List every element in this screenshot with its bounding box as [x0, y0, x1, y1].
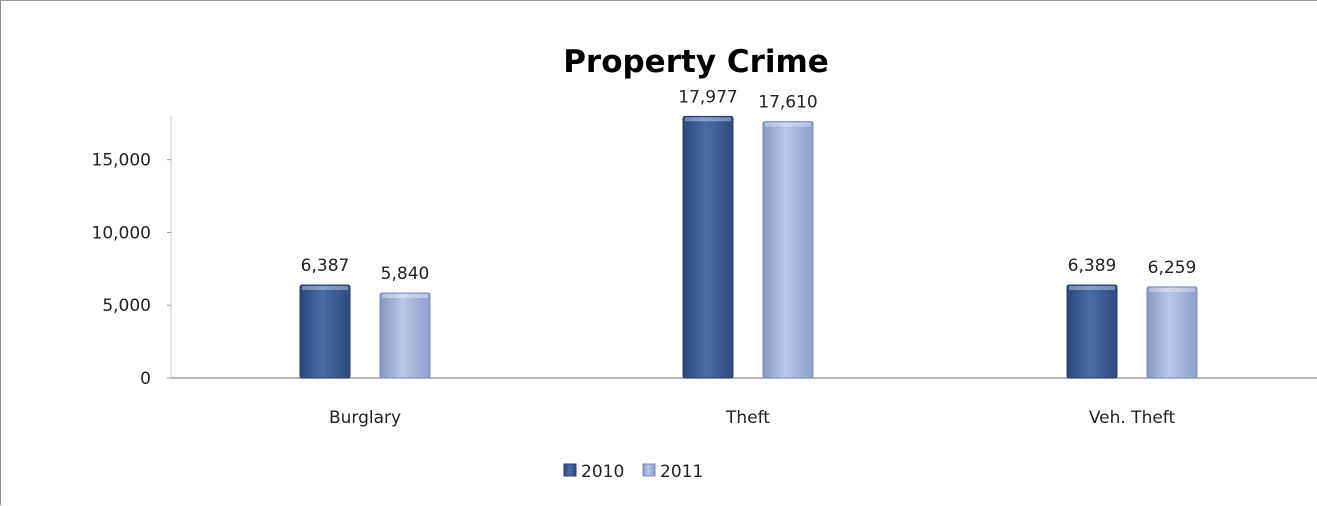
bar-highlight	[1149, 287, 1195, 292]
data-label: 6,387	[301, 256, 350, 276]
legend-label-2010: 2010	[581, 462, 624, 482]
bar-2010-burglary	[299, 284, 351, 379]
x-tick-label: Burglary	[329, 408, 401, 428]
bar-2010-theft	[682, 115, 734, 379]
bar-highlight	[765, 122, 811, 127]
y-tick-label: 10,000	[92, 223, 151, 243]
y-tick-label: 5,000	[102, 296, 151, 316]
legend: 2010 2011	[563, 462, 703, 482]
x-axis-labels: Burglary Theft Veh. Theft	[329, 408, 1176, 428]
bar-highlight	[685, 117, 731, 122]
data-label: 6,259	[1148, 258, 1197, 278]
x-tick-label: Veh. Theft	[1089, 408, 1176, 428]
legend-label-2011: 2011	[660, 462, 703, 482]
data-labels: 6,387 5,840 17,977 17,610 6,389 6,259	[301, 87, 1197, 284]
bar-2011-veh-theft	[1146, 286, 1198, 379]
chart-title: Property Crime	[563, 44, 829, 80]
data-label: 17,610	[758, 93, 817, 113]
bar-2011-theft	[762, 121, 814, 379]
bar-2010-veh-theft	[1066, 284, 1118, 379]
bar-highlight	[302, 286, 348, 291]
y-axis: 0 5,000 10,000 15,000	[92, 116, 1317, 389]
y-tick-label: 0	[140, 369, 151, 389]
legend-swatch-2011	[642, 463, 656, 477]
bars	[299, 115, 1198, 379]
bar-highlight	[1069, 286, 1115, 291]
x-tick-label: Theft	[725, 408, 770, 428]
legend-swatch-2010	[563, 463, 577, 477]
y-tick-label: 15,000	[92, 151, 151, 171]
bar-highlight	[382, 293, 428, 298]
data-label: 17,977	[678, 87, 737, 107]
data-label: 6,389	[1068, 256, 1117, 276]
data-label: 5,840	[381, 264, 430, 284]
bar-2011-burglary	[379, 292, 431, 379]
